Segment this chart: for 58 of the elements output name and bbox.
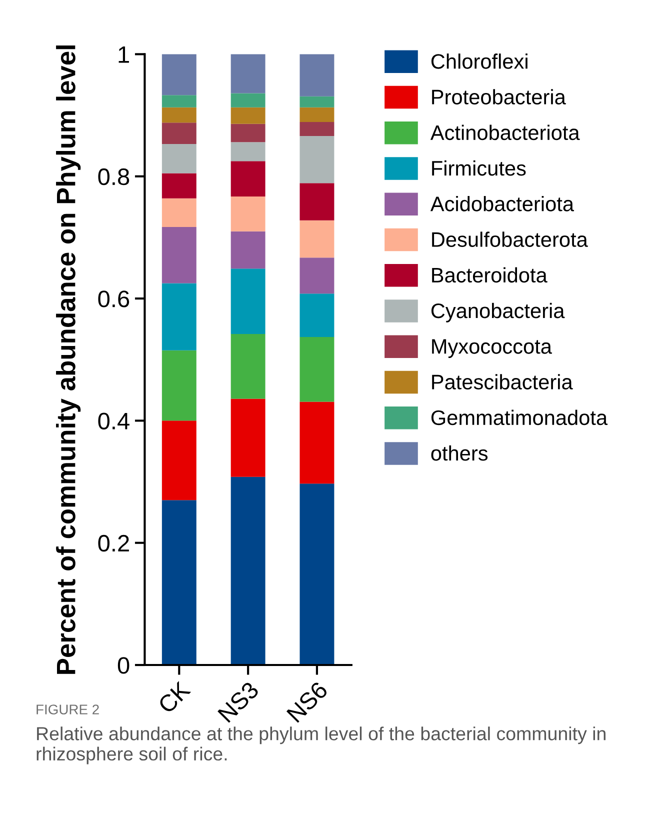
- bar: [230, 476, 266, 666]
- bar: [230, 107, 266, 124]
- bar: [162, 198, 196, 228]
- bar: [230, 161, 266, 197]
- legend-label: others: [431, 445, 488, 461]
- bar: [162, 420, 196, 500]
- bar: [230, 124, 266, 142]
- y-tick-label: 0.4: [98, 412, 130, 430]
- bar: [162, 122, 196, 144]
- bar: [300, 258, 334, 294]
- bar: [300, 96, 334, 108]
- y-axis-title: Percent of community abundance on Phylum level: [56, 45, 81, 674]
- legend-label: Acidobacteriota: [430, 196, 574, 212]
- legend-label: Patescibacteria: [432, 374, 573, 390]
- bar: [300, 294, 334, 337]
- y-tick-label: 0.8: [98, 168, 130, 186]
- bar: [162, 227, 196, 284]
- bar: [162, 95, 196, 108]
- x-tick-label: CK: [157, 680, 192, 714]
- bar: [230, 196, 266, 232]
- bar: [300, 337, 334, 402]
- bar: [162, 350, 196, 421]
- bar: [230, 231, 266, 269]
- bar: [162, 500, 196, 666]
- bar: [230, 398, 266, 477]
- bar: [162, 144, 196, 174]
- legend-label: Chloroflexi: [431, 54, 528, 69]
- bar: [162, 107, 196, 123]
- bar: [230, 334, 266, 399]
- bar: [230, 142, 266, 162]
- bar: [300, 136, 334, 184]
- legend-label: Firmicutes: [432, 160, 526, 176]
- y-tick-label: 0: [118, 657, 130, 674]
- legend-label: Cyanobacteria: [431, 302, 565, 322]
- bar: [300, 220, 334, 258]
- y-tick-label: 1: [118, 46, 129, 63]
- legend-label: Desulfobacterota: [432, 232, 588, 247]
- bar: [162, 173, 196, 198]
- caption: FIGURE 2: [36, 704, 99, 714]
- y-tick-label: 0.6: [98, 290, 130, 308]
- legend-label: Bacteroidota: [432, 267, 548, 283]
- bar: [230, 93, 266, 108]
- legend-label: Myxococcota: [432, 339, 552, 358]
- bar: [300, 402, 334, 484]
- bar: [162, 283, 196, 350]
- bar: [300, 122, 334, 136]
- y-tick-label: 0.2: [98, 534, 129, 552]
- bar: [230, 54, 266, 94]
- bar: [300, 484, 334, 666]
- bar: [300, 107, 334, 122]
- legend-label: Proteobacteria: [432, 89, 566, 104]
- legend-label: Actinobacteriota: [430, 124, 580, 140]
- bar: [300, 183, 334, 220]
- legend-label: Gemmatimonadota: [431, 410, 608, 426]
- bar: [300, 54, 334, 96]
- text: Relative abundance at the phylum level of the bacterial community in rhizosphere soil of rice.: [36, 726, 606, 764]
- bar: [162, 54, 196, 96]
- bar: [230, 268, 266, 334]
